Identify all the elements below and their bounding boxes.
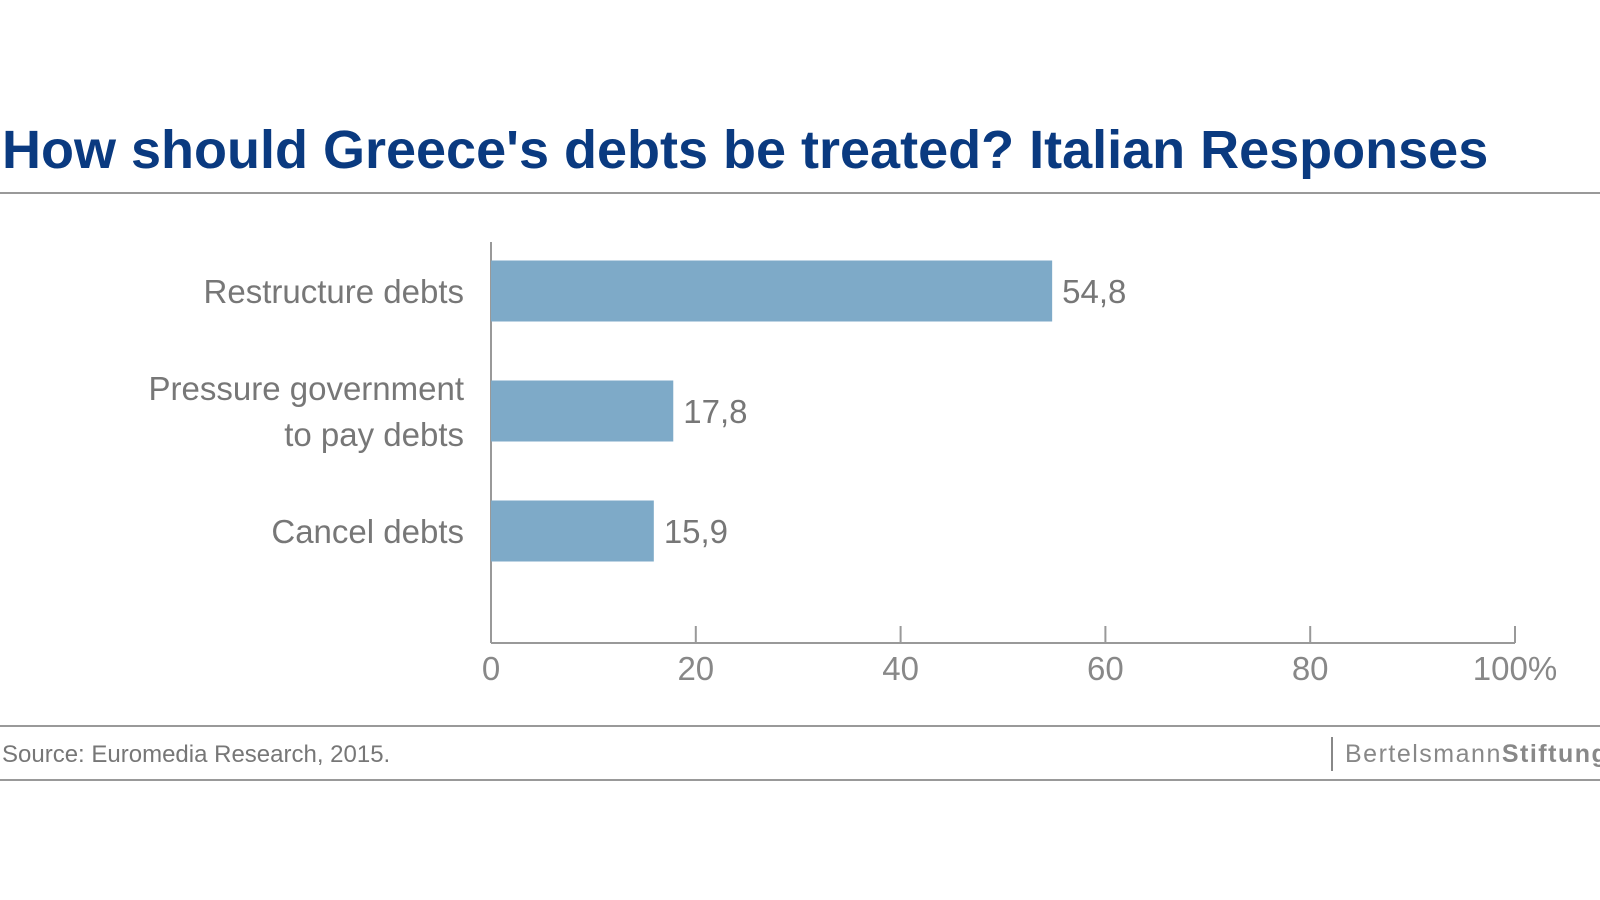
x-tick-label: 20 — [677, 650, 714, 687]
logo-part2: Stiftung — [1502, 740, 1600, 768]
logo-part1: Bertelsmann — [1345, 740, 1502, 768]
bertelsmann-stiftung-logo: BertelsmannStiftung — [1345, 740, 1600, 768]
x-tick-label: 40 — [882, 650, 919, 687]
bar — [491, 380, 674, 442]
category-label: to pay debts — [284, 416, 464, 453]
category-label: Cancel debts — [271, 513, 464, 550]
bar-value-label: 17,8 — [683, 393, 747, 430]
bar-value-label: 54,8 — [1062, 273, 1126, 310]
bar — [491, 260, 1053, 322]
bar — [491, 500, 654, 562]
category-label: Restructure debts — [204, 273, 464, 310]
source-note: Source: Euromedia Research, 2015. — [2, 741, 390, 768]
category-label: Pressure government — [149, 370, 464, 407]
plot-area: 0 20 40 60 80 100% 54,8 Restructure debts 17,8 Pr… — [149, 242, 1557, 687]
chart-title: How should Greece's debts be treated? It… — [2, 120, 1488, 180]
x-tick-label: 80 — [1292, 650, 1329, 687]
x-tick-label: 100% — [1473, 650, 1557, 687]
bar-value-label: 15,9 — [664, 513, 728, 550]
x-tick-label: 60 — [1087, 650, 1124, 687]
x-tick-label: 0 — [482, 650, 500, 687]
